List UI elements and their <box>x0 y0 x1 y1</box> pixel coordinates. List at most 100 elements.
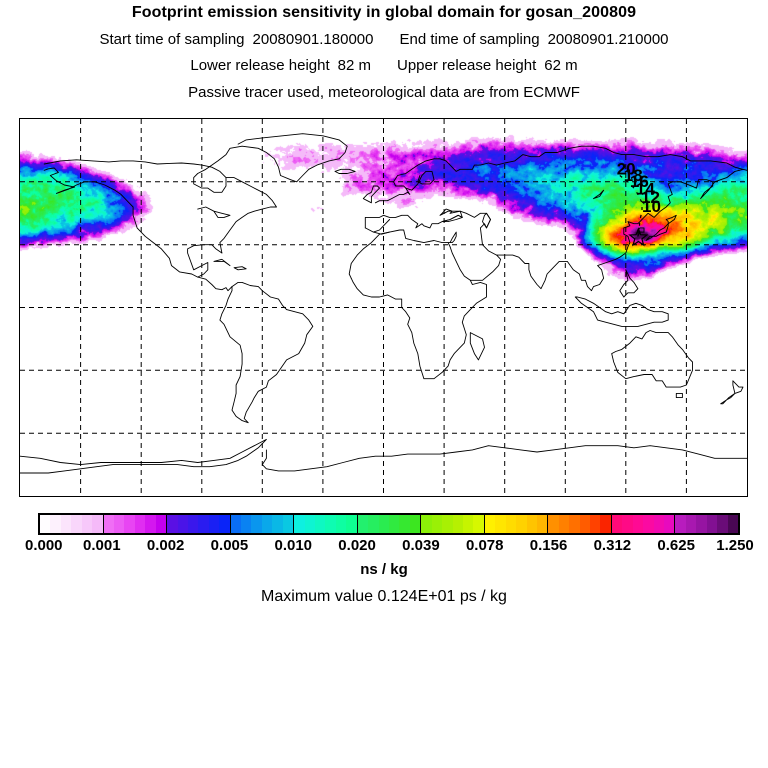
colorbar-step <box>536 515 548 533</box>
lower-release-value: 82 m <box>337 57 371 74</box>
colorbar-step <box>505 515 517 533</box>
colorbar-tick-8: 0.156 <box>529 537 568 554</box>
trajectory-hour-label: 20 <box>617 160 636 179</box>
colorbar-step <box>484 515 496 533</box>
colorbar-step <box>294 515 305 533</box>
colorbar-band-9 <box>611 515 676 533</box>
colorbar-band-5 <box>357 515 422 533</box>
colorbar-step <box>304 515 316 533</box>
colorbar-tick-labels: 0.000 0.001 0.002 0.005 0.010 0.020 0.039 0.078… <box>0 537 768 555</box>
start-time-value: 20080901.180000 <box>252 31 374 48</box>
colorbar-step <box>167 515 178 533</box>
colorbar-step <box>664 515 675 533</box>
colorbar-step <box>409 515 421 533</box>
colorbar-band-2 <box>167 515 231 533</box>
colorbar-step <box>452 515 463 533</box>
colorbar-step <box>40 515 51 533</box>
colorbar-step <box>335 515 347 533</box>
maximum-value-label: Maximum value 0.124E+01 ps / kg <box>261 588 507 605</box>
colorbar-tick-11: 1.250 <box>716 537 754 554</box>
release-site-marker <box>628 227 649 247</box>
colorbar-step <box>282 515 294 533</box>
colorbar-step <box>569 515 580 533</box>
colorbar-step <box>579 515 591 533</box>
colorbar-step <box>50 515 61 533</box>
colorbar-step <box>134 515 146 533</box>
colorbar-step <box>643 515 654 533</box>
trajectory-hour-label: 14 <box>636 179 655 198</box>
colorbar-step <box>230 515 242 533</box>
colorbar-band-0 <box>40 515 104 533</box>
colorbar-tick-9: 0.312 <box>593 537 632 554</box>
sampling-time-row: Start time of sampling 20080901.180000 End… <box>0 31 768 48</box>
colorbar-step <box>706 515 718 533</box>
lower-release-label: Lower release height <box>190 57 330 74</box>
colorbar-unit-label: ns / kg <box>360 561 408 578</box>
colorbar-step <box>60 515 72 533</box>
colorbar-step <box>187 515 199 533</box>
colorbar-step <box>81 515 93 533</box>
trajectory-hour-label: 18 <box>624 166 643 185</box>
colorbar-step <box>155 515 167 533</box>
colorbar-step <box>357 515 369 533</box>
colorbar-tick-2: 0.002 <box>146 537 185 554</box>
colorbar-band-1 <box>103 515 168 533</box>
colorbar-step <box>251 515 262 533</box>
coastlines <box>20 133 747 474</box>
colorbar-step <box>103 515 114 533</box>
trajectory-hour-label: 12 <box>641 188 660 207</box>
colorbar-step <box>325 515 336 533</box>
colorbar-step <box>399 515 410 533</box>
colorbar-tick-3: 0.005 <box>210 537 249 554</box>
colorbar-step <box>113 515 125 533</box>
colorbar-step <box>590 515 601 533</box>
upper-release-label: Upper release height <box>397 57 537 74</box>
colorbar-step <box>442 515 453 533</box>
trajectory-hour-label: 16 <box>630 172 649 191</box>
trajectory-hour-label: 10 <box>642 197 661 216</box>
colorbar-band-6 <box>421 515 485 533</box>
colorbar-tick-5: 0.020 <box>338 537 376 554</box>
release-height-row: Lower release height 82 m Upper release he… <box>0 57 768 74</box>
colorbar-step <box>717 515 728 533</box>
colorbar-band-8 <box>548 515 612 533</box>
colorbar-tick-6: 0.039 <box>402 537 440 554</box>
colorbar-step <box>600 515 611 533</box>
colorbar-step <box>675 515 686 533</box>
colorbar-step <box>92 515 103 533</box>
colorbar-step <box>526 515 537 533</box>
colorbar-step <box>368 515 379 533</box>
map-panel: 20 18 16 14 12 10 <box>19 118 748 497</box>
colorbar-step <box>653 515 665 533</box>
colorbar-step <box>622 515 633 533</box>
colorbar-step <box>421 515 432 533</box>
end-time-label: End time of sampling <box>399 31 540 48</box>
colorbar-step <box>611 515 623 533</box>
colorbar-step <box>145 515 156 533</box>
colorbar-tick-4: 0.010 <box>274 537 313 554</box>
map-canvas: 20 18 16 14 12 10 <box>20 119 747 496</box>
colorbar-step <box>685 515 697 533</box>
colorbar-band-7 <box>484 515 549 533</box>
colorbar-step <box>696 515 707 533</box>
colorbar-step <box>198 515 209 533</box>
colorbar-step <box>315 515 326 533</box>
colorbar-step <box>727 515 738 533</box>
colorbar-band-10 <box>675 515 738 533</box>
colorbar-step <box>71 515 82 533</box>
colorbar-step <box>378 515 389 533</box>
colorbar-step <box>473 515 484 533</box>
colorbar-step <box>346 515 357 533</box>
colorbar-step <box>272 515 283 533</box>
colorbar-step <box>177 515 188 533</box>
colorbar-step <box>516 515 527 533</box>
colorbar-step <box>124 515 135 533</box>
colorbar-tick-1: 0.001 <box>83 537 121 554</box>
colorbar-tick-10: 0.625 <box>657 537 695 554</box>
colorbar-step <box>241 515 252 533</box>
colorbar-step <box>389 515 400 533</box>
colorbar-step <box>632 515 644 533</box>
colorbar-step <box>208 515 220 533</box>
colorbar-step <box>219 515 230 533</box>
